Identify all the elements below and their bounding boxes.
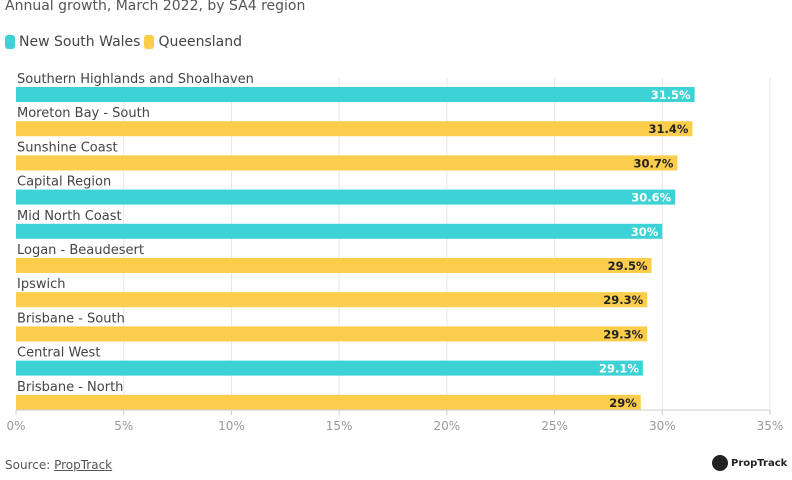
bar — [16, 87, 695, 102]
data-label: 29% — [609, 396, 637, 410]
data-label: 31.4% — [649, 122, 689, 136]
data-label: 30.6% — [631, 191, 671, 205]
bar — [16, 223, 663, 239]
x-tick-label: 0% — [6, 419, 25, 433]
x-tick-label: 15% — [326, 419, 353, 433]
data-label: 29.1% — [599, 362, 639, 376]
bar — [16, 121, 693, 137]
data-label: 29.5% — [608, 259, 648, 273]
bar — [16, 326, 648, 342]
x-tick-label: 10% — [218, 419, 245, 433]
legend-item-qld[interactable]: Queensland — [144, 34, 242, 50]
x-tick-label: 30% — [649, 419, 676, 433]
bar — [16, 360, 643, 376]
chart-subtitle: Annual growth, March 2022, by SA4 region — [5, 0, 306, 14]
category-label: Moreton Bay - South — [17, 106, 150, 121]
legend-swatch-nsw — [5, 35, 15, 49]
category-label: Mid North Coast — [17, 209, 122, 224]
legend-swatch-qld — [144, 35, 155, 49]
data-label: 30% — [631, 225, 659, 239]
category-label: Brisbane - North — [17, 380, 123, 395]
logo-text: PropTrack — [731, 457, 788, 469]
category-label: Brisbane - South — [17, 311, 125, 326]
category-label: Capital Region — [17, 175, 111, 190]
data-label: 31.5% — [651, 88, 691, 102]
proptrack-logo: PropTrack — [712, 455, 787, 471]
data-label: 29.3% — [603, 327, 643, 341]
source-note: Source: PropTrack — [5, 458, 112, 472]
x-tick-label: 35% — [757, 419, 784, 433]
bar — [16, 292, 648, 308]
data-label: 29.3% — [603, 293, 643, 307]
x-tick-label: 20% — [434, 419, 461, 433]
logo-icon — [712, 455, 728, 471]
legend-label-qld: Queensland — [158, 34, 242, 50]
legend-item-nsw[interactable]: New South Wales — [5, 34, 140, 50]
data-label: 30.7% — [633, 156, 673, 170]
legend-label-nsw: New South Wales — [19, 34, 141, 50]
bar — [16, 189, 676, 205]
category-label: Ipswich — [17, 277, 66, 292]
category-label: Southern Highlands and Shoalhaven — [17, 72, 254, 87]
source-prefix: Source: — [5, 458, 55, 472]
bar — [16, 394, 641, 410]
bar — [16, 155, 678, 171]
category-label: Central West — [17, 346, 100, 361]
category-label: Sunshine Coast — [17, 140, 118, 155]
bar — [16, 258, 652, 273]
x-tick-label: 5% — [114, 419, 133, 433]
source-link[interactable]: PropTrack — [54, 458, 113, 472]
category-label: Logan - Beaudesert — [17, 243, 144, 258]
x-tick-label: 25% — [541, 419, 568, 433]
legend: New South Wales Queensland — [5, 34, 246, 50]
